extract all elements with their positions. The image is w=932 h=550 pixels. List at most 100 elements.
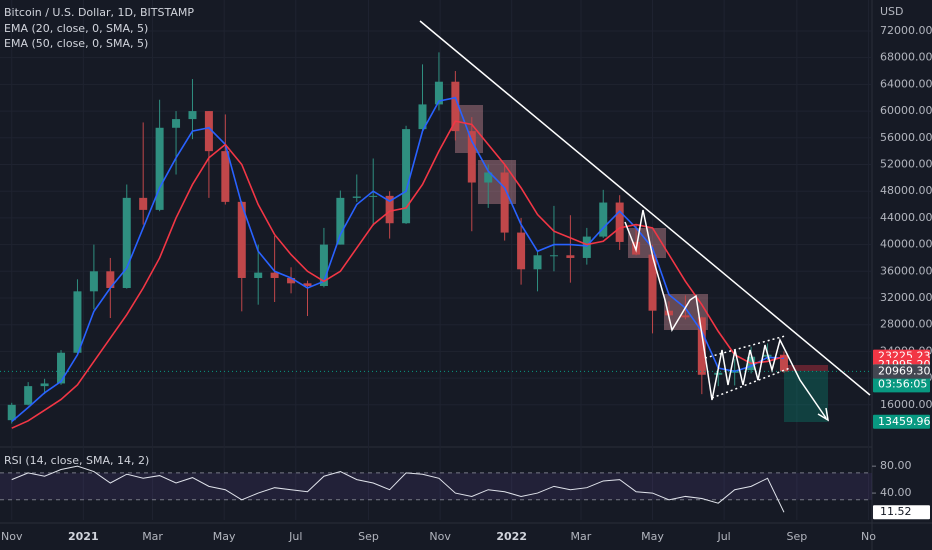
stop-zone [784,365,828,371]
y-tick-label: 16000.00 [880,398,932,411]
rsi-label: RSI (14, close, SMA, 14, 2) [4,454,149,467]
candle-body [615,202,624,242]
ema-line [11,120,785,429]
y-tick-label: 72000.00 [880,24,932,37]
x-tick-label: Nov [1,530,23,543]
candle-body [7,404,16,421]
candle-body [336,197,345,245]
candle-body [57,352,66,384]
rsi-line [11,465,785,513]
candle-body [385,195,394,224]
drawings [419,20,871,422]
rsi-tick-label: 80.00 [880,459,912,472]
candle-body [369,195,378,197]
price-tag-bg [873,364,930,379]
target-zone [784,371,828,422]
y-tick-label: 56000.00 [880,131,932,144]
channel-line [704,335,786,359]
trend-line [419,20,871,396]
rsi-tag: 11.52 [880,505,912,518]
x-tick-label: Jul [288,530,302,543]
x-tick-label: Mar [142,530,163,543]
y-tick-label: 40000.00 [880,238,932,251]
candle-body [106,271,115,288]
y-tick-label: 32000.00 [880,291,932,304]
price-tag: 20969.30 [878,365,931,378]
candle-body [566,255,575,258]
candle-body [254,272,263,278]
y-tick-label: 48000.00 [880,184,932,197]
price-tag-bg [873,414,930,429]
candle-body [500,172,509,233]
indicator-label: EMA (20, close, 0, SMA, 5) [4,22,148,35]
grid [0,0,872,520]
zigzag [624,209,827,419]
labels: 16000.0020000.0024000.0028000.0032000.00… [1,24,932,543]
candle-body [434,81,443,105]
candle-body [155,127,164,210]
candle-body [697,317,706,375]
candle-body [582,236,591,258]
x-tick-label: Mar [571,530,592,543]
y-tick-label: 60000.00 [880,104,932,117]
countdown: 03:56:05 [878,377,927,390]
candle-body [779,354,788,372]
candle-body [188,111,197,120]
candle-body [714,372,723,375]
rsi-band [0,472,872,500]
candle-body [172,119,181,128]
x-tick-label: 2021 [68,530,99,543]
candle-body [24,386,33,405]
rsi-tick-label: 40.00 [880,486,912,499]
axis-unit: USD [880,5,904,18]
candle-body [221,151,230,202]
candle-body [467,131,476,183]
x-tick-label: Sep [358,530,379,543]
y-tick-label: 44000.00 [880,211,932,224]
candle-body [533,255,542,270]
candle-body [89,271,98,292]
candle-body [204,111,213,152]
x-tick-label: Sep [787,530,808,543]
x-tick-label: Jul [716,530,730,543]
candle-body [139,197,148,210]
arrow-head [817,407,830,422]
indicator-label: EMA (50, close, 0, SMA, 5) [4,37,148,50]
rsi-pane [0,465,876,513]
y-tick-label: 36000.00 [880,264,932,277]
price-tag: 13459.96 [878,415,931,428]
y-tick-label: 28000.00 [880,318,932,331]
candle-body [402,129,411,224]
candle-body [122,197,131,288]
marks [0,52,872,429]
box [478,160,516,204]
candle-body [681,315,690,318]
y-tick-label: 68000.00 [880,51,932,64]
candle-body [418,104,427,130]
candle-body [549,255,558,257]
candle-body [303,283,312,286]
x-tick-label: No [861,530,876,543]
channel-line [711,367,791,399]
candle-body [237,201,246,278]
candle-body [287,277,296,284]
ema-line [11,96,785,423]
candle-body [73,291,82,353]
candle-body [319,244,328,286]
x-tick-label: May [641,530,664,543]
candle-body [352,196,361,198]
candle-body [270,272,279,278]
candle-body [664,310,673,316]
x-tick-label: 2022 [496,530,527,543]
candle-body [599,202,608,237]
candle-body [517,232,526,270]
y-tick-label: 52000.00 [880,157,932,170]
candle-body [451,81,460,132]
x-tick-label: May [213,530,236,543]
y-tick-label: 64000.00 [880,77,932,90]
candle-body [484,172,493,183]
chart-title: Bitcoin / U.S. Dollar, 1D, BITSTAMP [4,6,194,19]
